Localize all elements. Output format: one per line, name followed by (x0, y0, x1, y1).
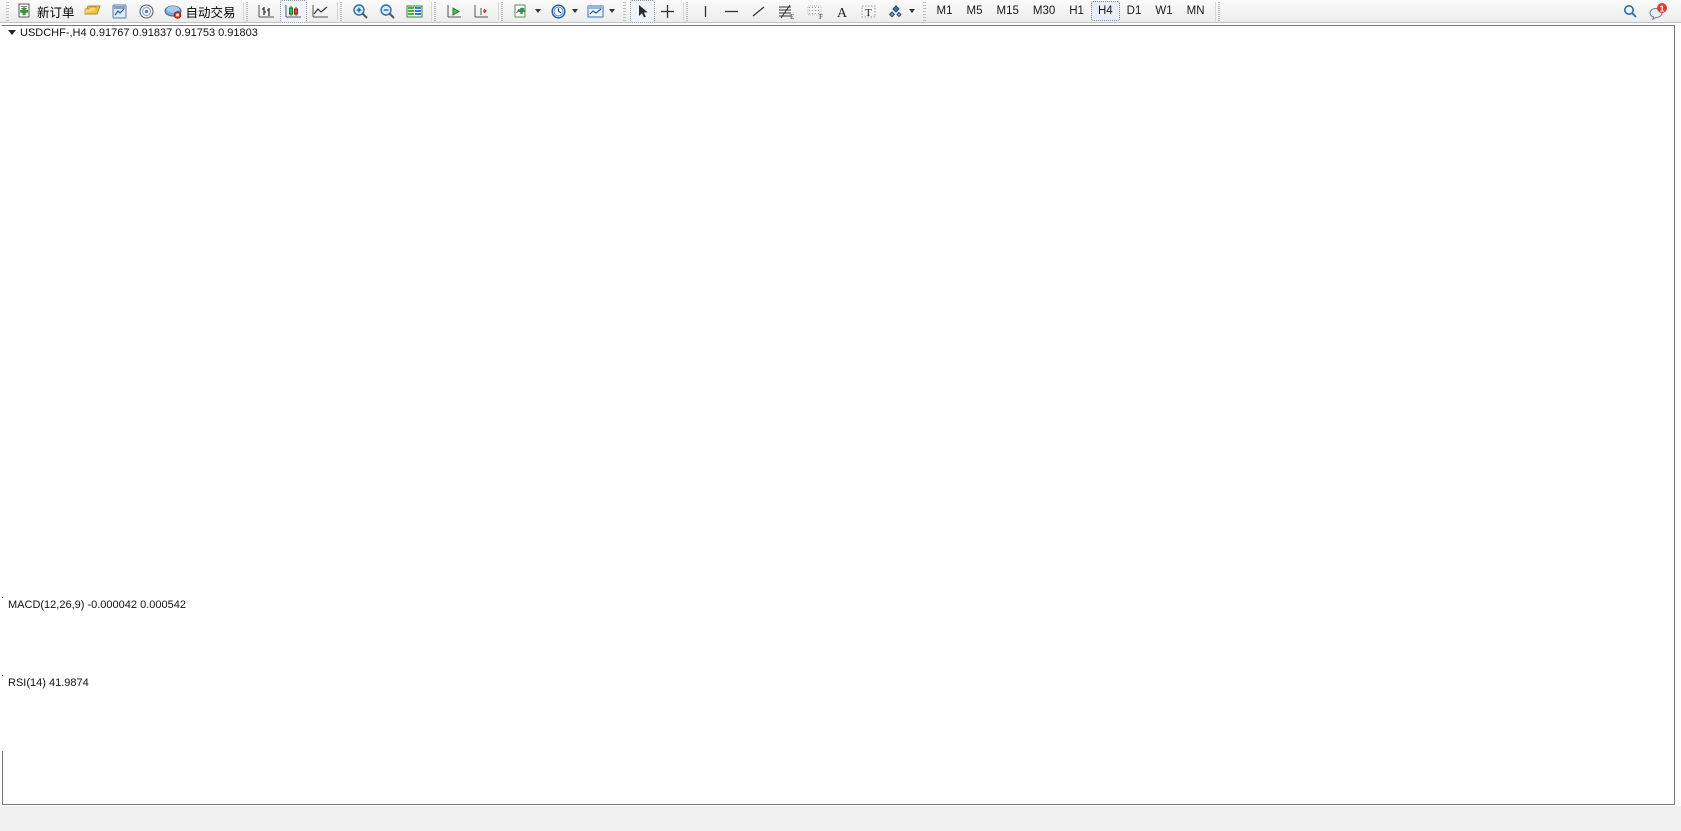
zoom-in-button[interactable] (347, 0, 374, 23)
line-chart-button[interactable] (307, 0, 334, 23)
text-label-button[interactable]: T (855, 0, 882, 23)
svg-text:E: E (790, 13, 794, 20)
search-button[interactable] (1617, 0, 1644, 23)
timeframe-w1[interactable]: W1 (1155, 5, 1173, 17)
chevron-down-icon[interactable] (608, 9, 615, 13)
horizontal-line-button[interactable] (718, 0, 745, 23)
period-button[interactable] (545, 0, 582, 23)
alert-badge-count: 1 (1660, 3, 1665, 13)
macd-scale: 0.0026490.00-0.003333 (0, 598, 3, 675)
svg-text:F: F (819, 13, 823, 20)
zoom-out-button[interactable] (374, 0, 401, 23)
text-button[interactable]: A (830, 0, 855, 23)
search-icon (1624, 4, 1637, 18)
candlestick-icon (285, 4, 301, 17)
text-icon: A (837, 6, 848, 20)
chart-shift-button[interactable] (441, 0, 468, 23)
navigator-icon (139, 4, 154, 18)
fibo-icon: E (778, 4, 794, 20)
timeframe-m1[interactable]: M1 (936, 5, 953, 17)
toolbar-separator-1 (242, 1, 250, 21)
chevron-down-icon[interactable] (534, 9, 541, 13)
trendline-icon (752, 5, 764, 17)
crosshair-button[interactable] (655, 0, 680, 23)
toolbar-separator-4 (497, 1, 505, 21)
chart-frame[interactable]: USDCHF-,H4 0.91767 0.91837 0.91753 0.918… (0, 25, 1675, 805)
timeframe-h1[interactable]: H1 (1069, 5, 1084, 17)
indicators-button[interactable] (508, 0, 545, 23)
rsi-scale: 1008050150 (0, 676, 3, 751)
chevron-down-icon[interactable] (908, 9, 915, 13)
chart-window: USDCHF-,H4 0.91767 0.91837 0.91753 0.918… (0, 23, 1681, 831)
templates-button[interactable] (582, 0, 619, 23)
auto-scroll-button[interactable] (468, 0, 495, 23)
templates-icon (587, 5, 604, 17)
data-window-icon (112, 4, 127, 18)
vertical-line-button[interactable] (693, 0, 718, 23)
auto-trading-label: 自动交易 (185, 5, 236, 20)
cursor-icon (638, 4, 648, 17)
equidistant-channel-button[interactable]: F (801, 0, 830, 23)
line-chart-icon (312, 4, 328, 17)
toolbar-grip[interactable] (4, 1, 11, 21)
svg-text:T: T (865, 7, 872, 19)
toolbar-grip-3[interactable] (920, 1, 928, 21)
vline-icon (704, 5, 706, 17)
toolbar-separator-3 (430, 1, 438, 21)
auto-trading-button[interactable]: 自动交易 (160, 0, 240, 23)
grid-button[interactable] (401, 0, 428, 23)
zoom-out-icon (379, 3, 395, 19)
shift-icon (447, 4, 461, 17)
hline-icon (724, 10, 738, 12)
trendline-button[interactable] (745, 0, 772, 23)
toolbar-separator-5 (682, 1, 690, 21)
chart-header-text: USDCHF-,H4 0.91767 0.91837 0.91753 0.918… (20, 27, 258, 39)
alerts-button[interactable]: 1 (1644, 0, 1673, 23)
toolbar-grip-2[interactable] (620, 1, 628, 21)
timeframe-m5[interactable]: M5 (966, 5, 983, 17)
new-order-label: 新订单 (37, 5, 75, 20)
zoom-in-icon (352, 3, 368, 19)
fibonacci-button[interactable]: E (772, 0, 801, 23)
period-icon (551, 3, 566, 19)
terminal-icon (164, 5, 182, 19)
timeframe-mn[interactable]: MN (1186, 5, 1205, 17)
folder-icon (83, 5, 101, 14)
crosshair-icon (660, 4, 674, 18)
toolbar-separator-6 (1214, 1, 1222, 21)
cursor-button[interactable] (629, 0, 655, 23)
shapes-button[interactable] (882, 0, 919, 23)
timeframe-d1[interactable]: D1 (1126, 5, 1142, 17)
bar-chart-button[interactable] (253, 0, 280, 23)
data-window-button[interactable] (106, 0, 133, 23)
folder-button[interactable] (79, 0, 106, 23)
price-scale[interactable]: 0.941750.939850.937950.936100.934200.932… (0, 26, 3, 597)
toolbar-separator-2 (336, 1, 344, 21)
timeframe-m30[interactable]: M30 (1032, 5, 1056, 17)
timeframe-m15[interactable]: M15 (996, 5, 1019, 17)
alert-icon: 1 (1649, 2, 1667, 20)
navigator-button[interactable] (133, 0, 160, 23)
grid-icon (406, 5, 423, 17)
svg-text:A: A (837, 6, 848, 20)
candlestick-chart-button[interactable] (279, 0, 307, 23)
timeframe-h4[interactable]: H4 (1090, 1, 1120, 21)
equidistant-icon: F (807, 5, 823, 20)
status-area (0, 806, 1681, 831)
chart-header: USDCHF-,H4 0.91767 0.91837 0.91753 0.918… (8, 27, 258, 39)
indicators-icon (514, 4, 526, 17)
bar-chart-icon (258, 4, 274, 17)
new-order-icon (18, 3, 30, 17)
main-toolbar: 新订单 (0, 0, 1681, 23)
chevron-down-icon[interactable] (571, 9, 578, 13)
label-icon: T (861, 5, 876, 19)
new-order-button[interactable]: 新订单 (13, 0, 79, 23)
rsi-header: RSI(14) 41.9874 (8, 677, 89, 689)
chart-collapse-icon[interactable] (8, 30, 16, 35)
macd-header: MACD(12,26,9) -0.000042 0.000542 (8, 599, 186, 611)
autoscroll-icon (474, 4, 488, 17)
shapes-icon (888, 4, 902, 18)
